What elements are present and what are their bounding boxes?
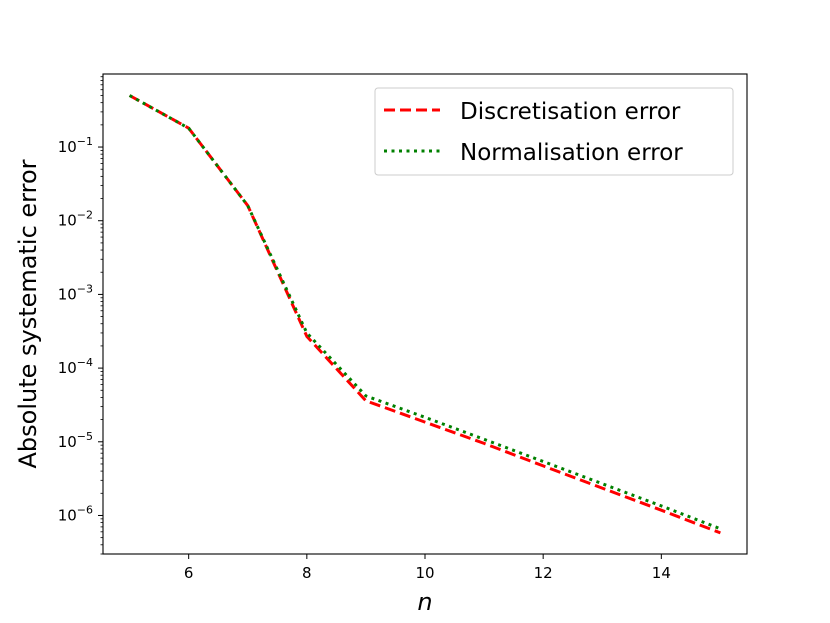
x-tick-label: 10 bbox=[415, 564, 434, 582]
legend: Discretisation error Normalisation error bbox=[374, 87, 734, 176]
legend-box bbox=[374, 87, 734, 176]
y-axis-ticks: 10−6 10−5 10−4 10−3 10−2 10−1 bbox=[58, 76, 103, 555]
legend-label-normalisation: Normalisation error bbox=[460, 140, 683, 166]
series-line-discretisation bbox=[128, 94, 721, 535]
y-tick-label: 10−3 bbox=[58, 282, 93, 303]
y-tick-label: 10−5 bbox=[58, 430, 93, 451]
x-axis-ticks: 6 8 10 12 14 bbox=[184, 554, 671, 582]
y-tick-label: 10−1 bbox=[58, 135, 93, 156]
x-tick-label: 12 bbox=[534, 564, 553, 582]
plot-frame bbox=[102, 73, 748, 555]
series-lines bbox=[128, 94, 721, 535]
y-axis-label: Absolute systematic error bbox=[14, 159, 42, 468]
y-tick-label: 10−4 bbox=[58, 356, 93, 377]
x-tick-label: 8 bbox=[302, 564, 312, 582]
x-axis-label: n bbox=[417, 588, 432, 616]
y-tick-label: 10−6 bbox=[58, 503, 93, 524]
x-tick-label: 14 bbox=[652, 564, 671, 582]
y-tick-label: 10−2 bbox=[58, 209, 93, 230]
x-tick-label: 6 bbox=[184, 564, 194, 582]
legend-label-discretisation: Discretisation error bbox=[460, 99, 681, 125]
